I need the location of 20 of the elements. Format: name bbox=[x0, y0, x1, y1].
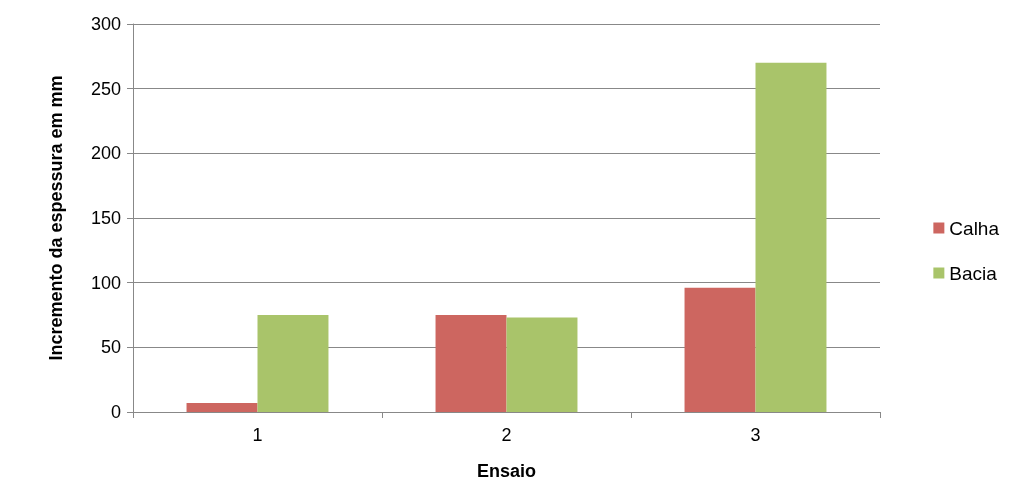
legend-label: Bacia bbox=[949, 262, 998, 284]
bar bbox=[755, 62, 827, 412]
y-tick-label: 300 bbox=[90, 14, 121, 34]
x-tick-label: 2 bbox=[501, 425, 512, 445]
y-tick-label: 100 bbox=[90, 272, 121, 293]
y-tick-label: 0 bbox=[110, 402, 121, 422]
y-tick-label: 50 bbox=[100, 337, 121, 358]
x-tick-label: 3 bbox=[750, 425, 761, 445]
y-tick-label: 250 bbox=[90, 78, 121, 99]
bar bbox=[257, 315, 329, 412]
bar bbox=[435, 315, 507, 412]
y-tick-label: 150 bbox=[90, 208, 121, 228]
bar bbox=[186, 402, 258, 412]
y-axis-title: Incremento da espessura em mm bbox=[46, 75, 66, 361]
bar bbox=[684, 287, 756, 412]
y-tick-label: 200 bbox=[90, 143, 121, 164]
bar bbox=[506, 317, 578, 412]
x-tick-label: 1 bbox=[252, 425, 263, 445]
legend-label: Calha bbox=[949, 217, 1000, 239]
x-axis-title: Ensaio bbox=[476, 461, 537, 481]
